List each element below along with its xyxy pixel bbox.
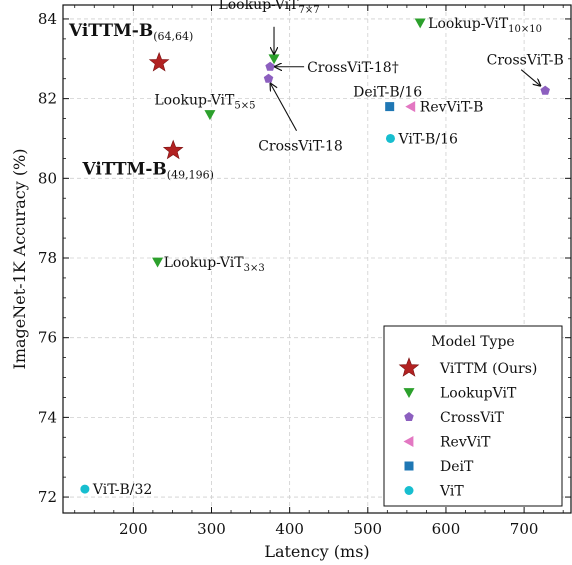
point-crossvit-2 <box>540 85 550 95</box>
x-tick-label: 500 <box>353 520 382 538</box>
legend-entry-label: ViT <box>439 484 464 500</box>
legend-entry-label: RevViT <box>440 435 491 451</box>
axis-ticks: 200 300 400 500 600 700 72 74 76 78 80 82 84 <box>38 5 571 538</box>
legend-box <box>383 325 563 507</box>
point-lookupvit-3 <box>152 257 164 268</box>
point-vit-1 <box>80 484 90 494</box>
x-tick-label: 400 <box>275 520 304 538</box>
point-label: Lookup-ViT7×7 <box>218 0 319 16</box>
point-vittm-ours--1 <box>162 139 184 160</box>
x-tick-label: 600 <box>432 520 461 538</box>
y-axis-label: ImageNet-1K Accuracy (%) <box>10 148 29 369</box>
point-label: Lookup-ViT3×3 <box>164 255 265 274</box>
y-tick-label: 74 <box>38 408 57 426</box>
point-label: CrossViT-18† <box>307 60 399 76</box>
point-crossvit-1 <box>263 73 274 83</box>
point-lookupvit-0 <box>268 54 280 65</box>
point-lookupvit-2 <box>204 110 216 121</box>
point-label: ViT-B/16 <box>397 131 458 147</box>
y-tick-label: 76 <box>38 329 57 347</box>
legend-entry-label: CrossViT <box>440 410 505 426</box>
point-annotations: ViTTM-B(64,64) ViTTM-B(49,196) Lookup-ViT7… <box>68 0 564 498</box>
x-tick-label: 700 <box>510 520 539 538</box>
legend-marker-deit <box>404 461 414 471</box>
data-points <box>80 18 550 494</box>
y-tick-label: 84 <box>38 10 57 28</box>
point-lookupvit-1 <box>414 18 426 29</box>
point-vittm-ours--0 <box>148 51 170 72</box>
point-label: DeiT-B/16 <box>353 85 422 101</box>
plot-frame <box>62 4 572 514</box>
legend: Model Type ViTTM (Ours) LookupViT CrossViT R… <box>383 325 563 507</box>
point-label: Lookup-ViT5×5 <box>154 93 255 112</box>
point-crossvit-0 <box>265 61 275 71</box>
point-label: ViT-B/32 <box>92 482 152 498</box>
legend-marker-revvit <box>403 436 414 447</box>
point-label: CrossViT-18 <box>258 139 343 155</box>
legend-title: Model Type <box>431 334 514 350</box>
y-tick-label: 72 <box>38 488 57 506</box>
point-deit-0 <box>385 102 395 112</box>
legend-entry-label: ViTTM (Ours) <box>439 361 537 377</box>
x-tick-label: 300 <box>197 520 226 538</box>
annotation-arrow <box>271 84 298 131</box>
y-tick-label: 80 <box>38 169 57 187</box>
legend-entry-label: DeiT <box>440 459 474 475</box>
y-tick-label: 78 <box>38 249 57 267</box>
point-vit-0 <box>385 133 395 143</box>
grid-lines <box>63 5 571 513</box>
x-tick-label: 200 <box>119 520 148 538</box>
legend-marker-crossvit <box>404 412 414 422</box>
legend-entry-label: LookupViT <box>440 386 517 402</box>
point-label: Lookup-ViT10×10 <box>428 16 542 35</box>
point-label: ViTTM-B(64,64) <box>68 21 193 43</box>
annotation-arrow <box>520 69 540 86</box>
legend-marker-vit <box>404 486 414 495</box>
y-tick-label: 82 <box>38 90 57 108</box>
legend-marker-lookupvit <box>403 388 415 398</box>
point-revvit-0 <box>405 101 416 113</box>
legend-marker-vittm-ours- <box>398 357 420 377</box>
point-label: RevViT-B <box>420 100 484 116</box>
point-label: CrossViT-B <box>487 53 564 69</box>
x-axis-label: Latency (ms) <box>264 542 369 561</box>
point-label: ViTTM-B(49,196) <box>82 159 214 181</box>
